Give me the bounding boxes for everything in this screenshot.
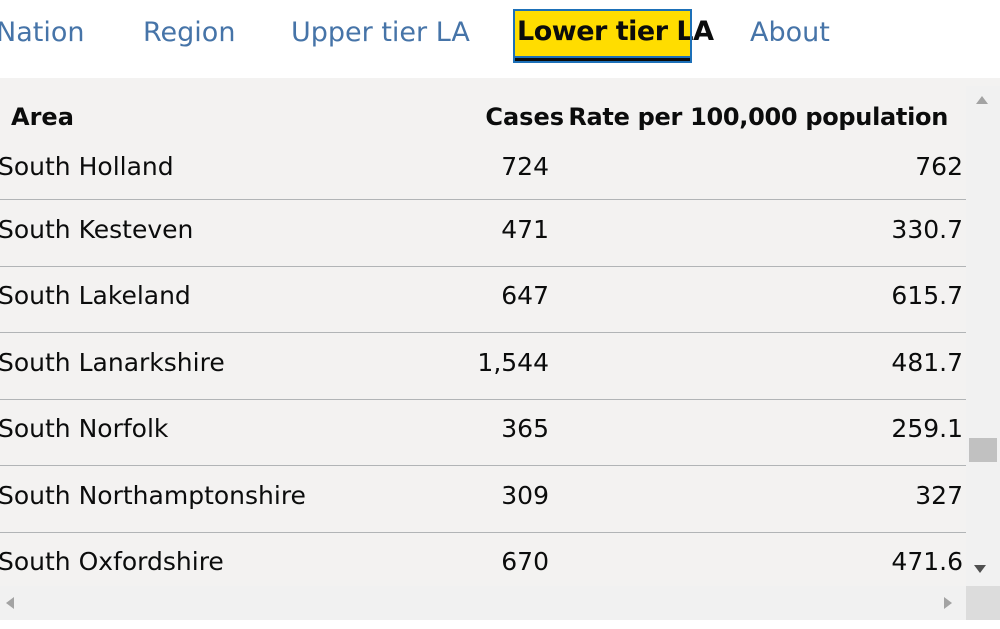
- cell-area: South Kesteven: [0, 215, 194, 244]
- table-row: South Norfolk 365 259.1: [0, 400, 966, 466]
- cell-cases: 1,544: [477, 348, 549, 377]
- cell-area: South Northamptonshire: [0, 481, 306, 510]
- tab-nation[interactable]: Nation: [0, 17, 85, 48]
- table-row: South Northamptonshire 309 327: [0, 467, 966, 533]
- cell-rate: 327: [915, 481, 963, 510]
- area-type-tabs: Nation Region Upper tier LA Lower tier L…: [0, 0, 1000, 78]
- tab-about[interactable]: About: [750, 17, 830, 48]
- vertical-scroll-thumb[interactable]: [969, 438, 997, 462]
- tab-upper-tier-la[interactable]: Upper tier LA: [291, 17, 470, 48]
- scroll-left-arrow-icon[interactable]: [6, 597, 14, 609]
- column-header-cases[interactable]: Cases: [485, 103, 564, 131]
- cell-rate: 481.7: [891, 348, 963, 377]
- cell-area: South Oxfordshire: [0, 547, 224, 576]
- scroll-up-arrow-icon[interactable]: [976, 96, 988, 104]
- cell-area: South Norfolk: [0, 414, 169, 443]
- cell-area: South Lakeland: [0, 281, 191, 310]
- tab-lower-tier-la[interactable]: Lower tier LA: [513, 9, 714, 63]
- cell-rate: 259.1: [891, 414, 963, 443]
- cell-cases: 365: [501, 414, 549, 443]
- cell-area: South Lanarkshire: [0, 348, 225, 377]
- cell-rate: 330.7: [891, 215, 963, 244]
- table-row: South Lakeland 647 615.7: [0, 267, 966, 333]
- cell-cases: 670: [501, 547, 549, 576]
- cases-table[interactable]: Area Cases Rate per 100,000 population S…: [0, 86, 966, 586]
- scroll-down-arrow-icon[interactable]: [974, 565, 986, 573]
- cell-cases: 471: [501, 215, 549, 244]
- cell-cases: 309: [501, 481, 549, 510]
- cell-rate: 762: [915, 152, 963, 181]
- table-row: South Lanarkshire 1,544 481.7: [0, 334, 966, 400]
- horizontal-scrollbar[interactable]: [0, 586, 966, 620]
- tab-region[interactable]: Region: [143, 17, 236, 48]
- cell-rate: 615.7: [891, 281, 963, 310]
- table-header: Area Cases Rate per 100,000 population: [0, 86, 966, 152]
- bottom-margin: [0, 620, 1000, 629]
- table-row: South Oxfordshire 670 471.6: [0, 533, 966, 586]
- column-header-rate[interactable]: Rate per 100,000 population: [568, 103, 948, 131]
- cell-cases: 647: [501, 281, 549, 310]
- table-row: South Kesteven 471 330.7: [0, 201, 966, 267]
- cell-rate: 471.6: [891, 547, 963, 576]
- scroll-right-arrow-icon[interactable]: [944, 597, 952, 609]
- cell-area: South Holland: [0, 152, 174, 181]
- cell-cases: 724: [501, 152, 549, 181]
- column-header-area[interactable]: Area: [11, 103, 74, 131]
- table-row: South Holland 724 762: [0, 134, 966, 200]
- vertical-scrollbar[interactable]: [966, 86, 1000, 586]
- scrollbar-corner: [966, 586, 1000, 620]
